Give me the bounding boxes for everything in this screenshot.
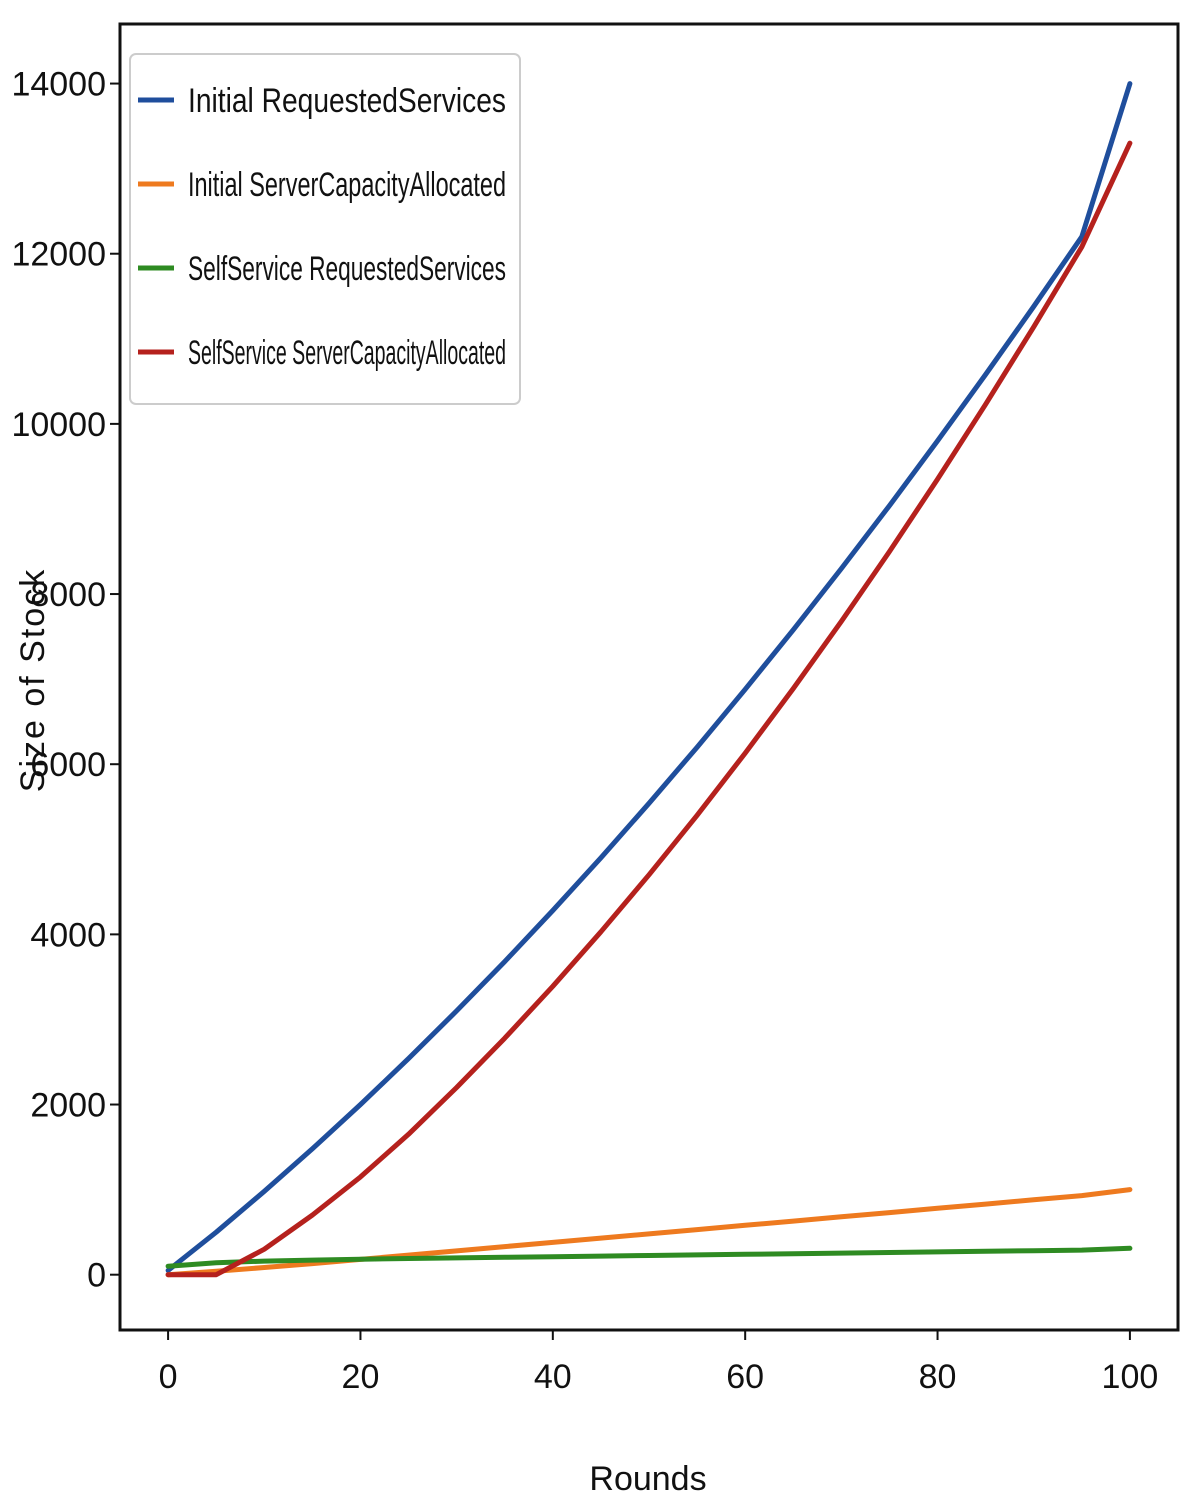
x-tick-label: 40 <box>534 1358 572 1396</box>
series-line-3 <box>165 1245 1133 1269</box>
x-tick-label: 80 <box>919 1358 957 1396</box>
y-tick-label: 14000 <box>11 66 106 104</box>
x-axis: 0 20 40 60 80 100 <box>159 1330 1159 1396</box>
y-axis: 0 2000 4000 6000 8000 10000 12000 14000 <box>11 66 120 1295</box>
y-tick-label: 10000 <box>11 406 106 444</box>
legend-box <box>129 53 521 405</box>
series-line-1 <box>165 81 1133 1273</box>
legend-entry: Initial RequestedServices <box>188 82 506 120</box>
y-tick-label: 2000 <box>30 1087 106 1125</box>
legend-entry: SelfService RequestedServices <box>188 250 506 288</box>
y-tick-label: 12000 <box>11 236 106 274</box>
y-tick-label: 0 <box>87 1257 106 1295</box>
legend-entry: Initial ServerCapacityAllocated <box>188 166 506 204</box>
series-line-4 <box>165 140 1133 1278</box>
x-axis-label: Rounds <box>589 1460 706 1498</box>
series-lines <box>165 81 1133 1278</box>
legend-entry: SelfService ServerCapacityAllocated <box>188 334 506 372</box>
x-tick-label: 100 <box>1102 1358 1159 1396</box>
x-tick-label: 20 <box>342 1358 380 1396</box>
y-tick-label: 6000 <box>30 746 106 784</box>
y-axis-label: Size of Stock <box>14 568 52 792</box>
x-tick-label: 0 <box>159 1358 178 1396</box>
legend: Initial RequestedServices Initial ServerC… <box>129 53 521 405</box>
x-tick-label: 60 <box>726 1358 764 1396</box>
y-tick-label: 4000 <box>30 916 106 954</box>
y-tick-label: 8000 <box>30 576 106 614</box>
